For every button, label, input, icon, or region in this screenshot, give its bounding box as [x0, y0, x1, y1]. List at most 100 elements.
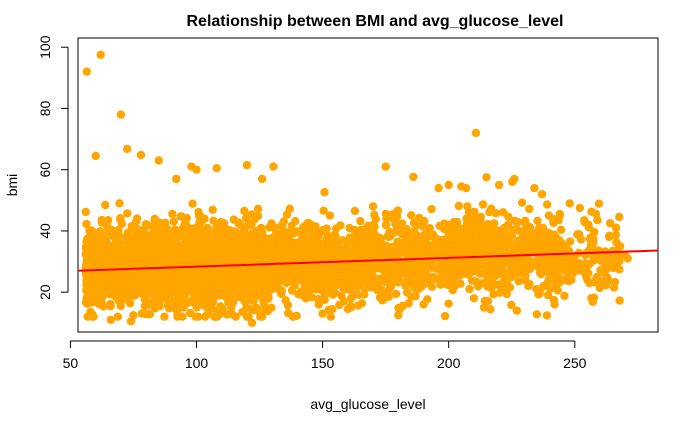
data-point [208, 205, 217, 214]
data-point [410, 226, 419, 236]
data-point [414, 284, 423, 294]
data-point [81, 207, 90, 217]
data-point [139, 233, 148, 243]
data-point [196, 212, 205, 221]
data-point [203, 309, 213, 319]
data-point [140, 301, 150, 311]
data-point [256, 312, 265, 321]
data-point [227, 285, 236, 295]
data-point [377, 285, 386, 295]
y-tick-label: 100 [37, 35, 53, 59]
data-point [303, 249, 312, 259]
data-point [616, 242, 625, 251]
data-point [510, 174, 519, 184]
data-point [420, 216, 429, 226]
data-point [623, 254, 632, 263]
data-point [353, 269, 363, 278]
data-point [486, 305, 495, 314]
data-point [501, 285, 510, 294]
data-point [240, 254, 249, 263]
data-point [123, 294, 132, 303]
data-point [381, 162, 390, 171]
data-point [565, 255, 575, 265]
data-point [293, 227, 302, 236]
data-point [147, 288, 156, 297]
data-point [504, 212, 513, 221]
data-point [165, 281, 175, 291]
data-point [287, 221, 296, 230]
data-point [545, 257, 554, 266]
data-point [459, 263, 468, 272]
data-point [378, 245, 387, 255]
data-point [206, 229, 215, 239]
y-tick-label: 20 [37, 284, 53, 300]
data-point [282, 210, 292, 219]
data-point [152, 240, 162, 250]
data-point [464, 230, 473, 239]
data-point [485, 247, 494, 256]
data-point [210, 312, 219, 321]
data-point [96, 50, 105, 59]
data-point [284, 308, 293, 318]
data-point [158, 291, 167, 301]
data-point [454, 231, 464, 240]
data-point [368, 251, 378, 260]
data-point [95, 261, 104, 270]
data-point [427, 282, 437, 291]
data-point [519, 259, 529, 268]
data-point [605, 231, 614, 240]
data-point [151, 226, 160, 236]
data-point [197, 297, 206, 306]
data-point [123, 144, 132, 154]
data-point [595, 283, 604, 293]
data-point [181, 256, 190, 265]
data-point [409, 239, 419, 248]
x-tick-label: 250 [563, 355, 587, 371]
data-point [297, 291, 307, 300]
x-tick-label: 50 [63, 355, 79, 371]
data-point [227, 228, 236, 238]
data-point [253, 204, 263, 214]
data-point [296, 276, 305, 285]
data-point [370, 244, 380, 253]
data-point [392, 272, 402, 281]
data-point [281, 276, 291, 285]
data-point [336, 221, 345, 230]
data-point [404, 299, 413, 308]
data-point [333, 238, 342, 247]
data-point [376, 234, 385, 243]
data-point [113, 312, 123, 321]
data-point [456, 279, 465, 288]
y-tick-label: 40 [37, 223, 53, 239]
data-point [232, 276, 242, 285]
data-point [126, 248, 136, 257]
data-point [473, 282, 483, 291]
data-point [242, 312, 252, 321]
data-point [316, 277, 326, 286]
regression-line [77, 249, 659, 272]
data-point [391, 289, 401, 299]
data-point [375, 293, 385, 302]
data-point [394, 311, 403, 320]
data-point [558, 242, 567, 251]
data-point [489, 257, 499, 266]
data-point [174, 292, 184, 301]
data-point [363, 265, 372, 275]
data-point [136, 253, 145, 262]
x-tick-label: 100 [185, 355, 209, 371]
data-point [575, 203, 584, 213]
data-point [84, 246, 93, 255]
data-point [173, 312, 182, 321]
data-point [611, 230, 620, 240]
data-point [426, 243, 435, 252]
data-point [96, 250, 105, 259]
data-point [449, 279, 458, 288]
data-point [440, 311, 450, 321]
data-point [444, 180, 453, 190]
data-point [540, 263, 549, 272]
data-point [480, 296, 489, 306]
data-point [464, 208, 474, 217]
data-point [471, 128, 481, 138]
data-point [315, 259, 324, 268]
data-point [584, 223, 594, 232]
